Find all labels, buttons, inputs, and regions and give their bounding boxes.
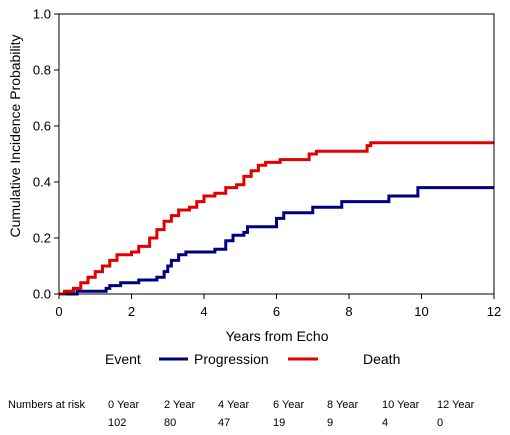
x-tick-label: 12 xyxy=(487,304,501,319)
y-tick-label: 0.2 xyxy=(33,231,51,246)
y-tick-label: 0.0 xyxy=(33,287,51,302)
axes: 0 2 4 6 8 10 12 0.0 0.2 0.4 0.6 0.8 1.0 xyxy=(33,7,501,320)
risk-value: 80 xyxy=(164,417,176,429)
risk-column-header: 6 Year xyxy=(273,399,305,411)
risk-column-header: 12 Year xyxy=(437,399,475,411)
legend: Event Progression Death xyxy=(105,351,400,367)
y-axis-label: Cumulative Incidence Probability xyxy=(7,34,23,237)
risk-column-header: 2 Year xyxy=(164,399,196,411)
plot-frame xyxy=(58,13,495,295)
risk-value: 0 xyxy=(437,417,443,429)
risk-value: 4 xyxy=(382,417,388,429)
risk-table-label: Numbers at risk xyxy=(8,399,86,411)
x-tick-label: 10 xyxy=(414,304,428,319)
risk-column-header: 0 Year xyxy=(108,399,140,411)
x-axis-label: Years from Echo xyxy=(226,328,329,344)
y-tick-label: 0.8 xyxy=(33,63,51,78)
risk-column-header: 4 Year xyxy=(218,399,250,411)
risk-value: 47 xyxy=(218,417,230,429)
series-line-progression xyxy=(59,186,494,296)
x-tick-label: 4 xyxy=(200,304,207,319)
risk-value: 9 xyxy=(327,417,333,429)
risk-column-header: 8 Year xyxy=(327,399,359,411)
plot-area xyxy=(59,141,494,296)
legend-label-death: Death xyxy=(363,351,400,367)
y-tick-label: 0.6 xyxy=(33,119,51,134)
x-tick-label: 8 xyxy=(345,304,352,319)
y-tick-label: 0.4 xyxy=(33,175,51,190)
y-tick-label: 1.0 xyxy=(33,7,51,22)
series-line-death xyxy=(59,141,494,296)
risk-value: 102 xyxy=(108,417,126,429)
risk-column-header: 10 Year xyxy=(382,399,420,411)
numbers-at-risk-table: Numbers at risk 0 Year 102 2 Year 80 4 Year 4… xyxy=(8,399,475,429)
x-tick-label: 6 xyxy=(273,304,280,319)
x-tick-label: 0 xyxy=(55,304,62,319)
risk-value: 19 xyxy=(273,417,285,429)
x-tick-label: 2 xyxy=(128,304,135,319)
legend-title: Event xyxy=(105,351,141,367)
legend-label-progression: Progression xyxy=(194,351,269,367)
